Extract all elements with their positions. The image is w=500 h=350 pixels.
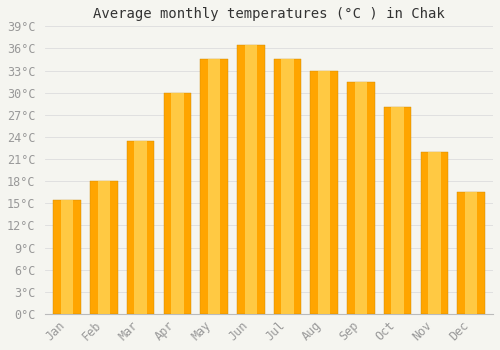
Bar bbox=[127, 141, 154, 314]
Bar bbox=[420, 152, 448, 314]
Bar bbox=[54, 199, 81, 314]
Bar bbox=[392, 107, 404, 314]
Bar bbox=[384, 107, 411, 314]
Bar bbox=[98, 181, 110, 314]
Bar bbox=[134, 141, 147, 314]
Bar bbox=[237, 45, 264, 314]
Title: Average monthly temperatures (°C ) in Chak: Average monthly temperatures (°C ) in Ch… bbox=[93, 7, 445, 21]
Bar bbox=[310, 71, 338, 314]
Bar bbox=[61, 199, 74, 314]
Bar bbox=[282, 60, 294, 314]
Bar bbox=[458, 192, 485, 314]
Bar bbox=[347, 82, 374, 314]
Bar bbox=[274, 60, 301, 314]
Bar bbox=[318, 71, 330, 314]
Bar bbox=[200, 60, 228, 314]
Bar bbox=[90, 181, 118, 314]
Bar bbox=[244, 45, 257, 314]
Bar bbox=[208, 60, 220, 314]
Bar bbox=[465, 192, 477, 314]
Bar bbox=[428, 152, 440, 314]
Bar bbox=[164, 93, 191, 314]
Bar bbox=[171, 93, 183, 314]
Bar bbox=[354, 82, 367, 314]
